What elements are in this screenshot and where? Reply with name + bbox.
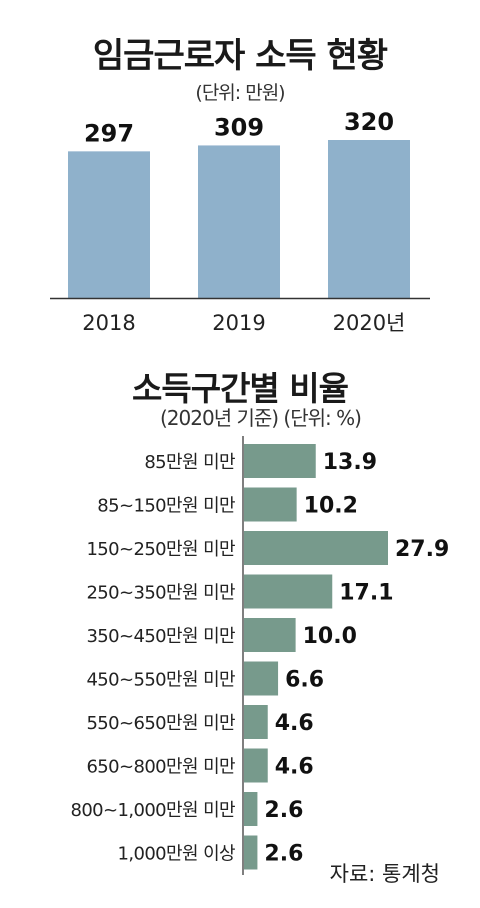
income-bar (68, 151, 150, 298)
ratio-bar (244, 487, 297, 522)
ratio-bar (244, 748, 268, 783)
ratio-category-label: 450~550만원 미만 (86, 670, 235, 691)
ratio-bar (244, 531, 388, 565)
income-bar (328, 140, 410, 298)
ratio-category-label: 85~150만원 미만 (97, 496, 235, 517)
income-value-label: 320 (344, 108, 394, 136)
unit-label-ratio: (2020년 기준) (단위: %) (160, 406, 362, 430)
ratio-category-label: 150~250만원 미만 (86, 539, 235, 560)
ratio-value-label: 10.2 (304, 494, 358, 519)
ratio-bar (244, 661, 279, 696)
ratio-bar (244, 792, 258, 826)
income-category-label: 2020년 (333, 311, 406, 335)
ratio-value-label: 17.1 (339, 581, 393, 606)
ratio-value-label: 6.6 (285, 668, 324, 693)
income-bar (198, 145, 280, 298)
source-label: 자료: 통계청 (329, 862, 440, 886)
income-value-label: 309 (214, 113, 264, 141)
chart-title-ratio: 소득구간별 비율 (131, 369, 349, 408)
ratio-value-label: 4.6 (275, 711, 314, 736)
ratio-value-label: 27.9 (395, 537, 449, 562)
ratio-value-label: 13.9 (323, 450, 377, 475)
ratio-category-label: 650~800만원 미만 (86, 757, 235, 778)
ratio-value-label: 10.0 (303, 624, 357, 649)
ratio-bar (244, 618, 296, 652)
chart-title-income: 임금근로자 소득 현황 (92, 36, 388, 76)
ratio-value-label: 4.6 (275, 755, 314, 780)
ratio-category-label: 350~450만원 미만 (86, 626, 235, 647)
ratio-bar (244, 705, 268, 739)
ratio-bar (244, 835, 258, 870)
ratio-bar (244, 574, 333, 609)
income-category-label: 2019 (212, 311, 265, 335)
ratio-value-label: 2.6 (264, 798, 303, 823)
ratio-bar (244, 444, 316, 478)
ratio-category-label: 550~650만원 미만 (86, 713, 235, 734)
income-value-label: 297 (84, 119, 134, 147)
ratio-category-label: 800~1,000만원 미만 (70, 800, 235, 821)
unit-label-income: (단위: 만원) (195, 82, 285, 104)
ratio-value-label: 2.6 (264, 842, 303, 867)
income-category-label: 2018 (82, 311, 135, 335)
ratio-category-label: 85만원 미만 (144, 452, 235, 473)
ratio-category-label: 250~350만원 미만 (86, 583, 235, 604)
ratio-category-label: 1,000만원 이상 (118, 844, 236, 865)
